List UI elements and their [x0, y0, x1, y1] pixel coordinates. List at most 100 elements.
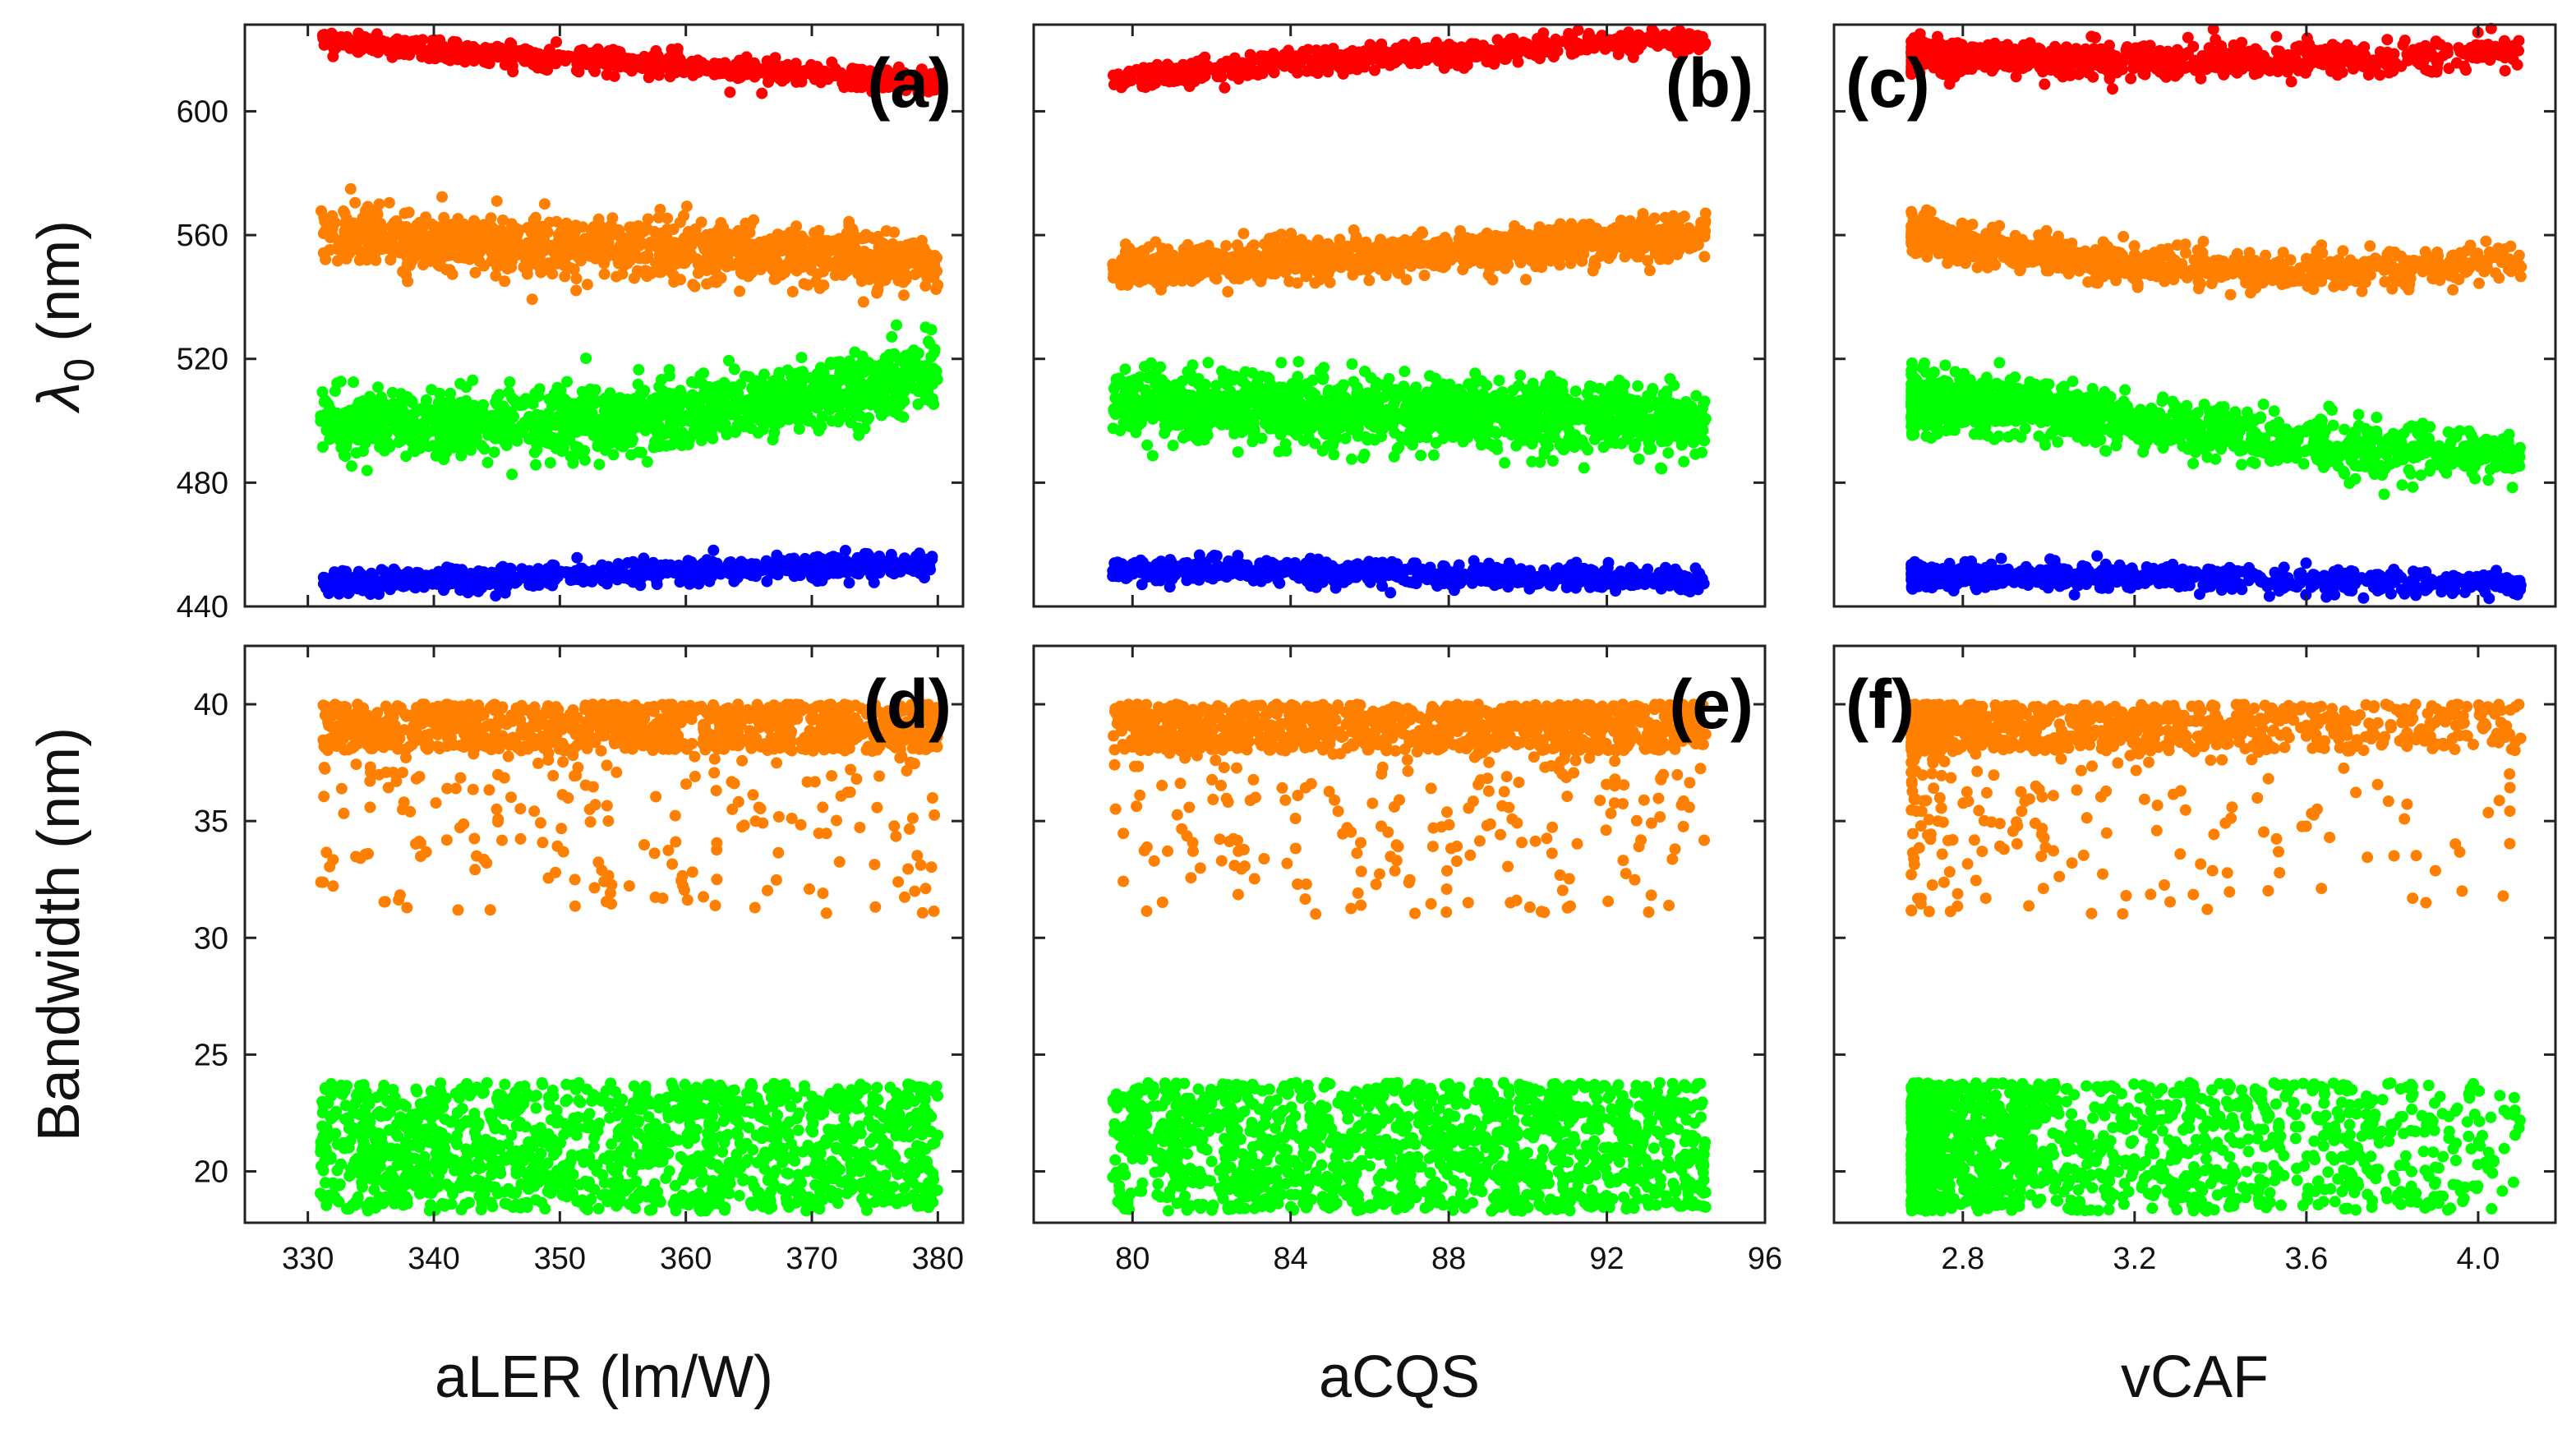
data-point	[550, 57, 562, 69]
data-point	[804, 261, 817, 274]
data-point	[482, 456, 494, 468]
data-point	[372, 381, 384, 394]
data-point	[397, 580, 409, 592]
data-point	[581, 279, 593, 291]
data-point	[1628, 39, 1639, 52]
data-point	[320, 38, 333, 50]
data-point	[738, 250, 750, 262]
data-point	[476, 239, 488, 251]
data-point	[593, 459, 606, 471]
data-point	[368, 572, 380, 584]
data-point	[839, 545, 851, 556]
data-point	[402, 275, 414, 288]
data-point	[675, 413, 687, 425]
data-point	[633, 446, 645, 459]
data-point	[1376, 57, 1389, 69]
data-point	[396, 397, 408, 409]
data-point	[868, 576, 880, 588]
data-point	[567, 426, 579, 439]
data-point	[527, 432, 539, 445]
data-point	[452, 425, 464, 436]
data-point	[504, 376, 516, 388]
data-point	[1461, 59, 1473, 71]
data-point	[709, 388, 721, 400]
data-point	[366, 230, 378, 242]
data-point	[1438, 41, 1450, 53]
data-point	[488, 446, 500, 459]
data-point	[849, 242, 861, 255]
data-point	[700, 60, 712, 72]
data-point	[435, 400, 448, 413]
data-point	[707, 544, 720, 556]
data-point	[575, 403, 588, 416]
data-point	[773, 366, 786, 379]
data-point	[571, 551, 583, 564]
data-point	[541, 409, 553, 421]
data-point	[651, 579, 663, 591]
data-point	[530, 459, 541, 471]
data-point	[465, 248, 477, 260]
data-point	[606, 212, 619, 224]
data-point	[1520, 274, 1532, 286]
data-point	[695, 404, 707, 417]
data-point	[728, 425, 740, 437]
data-point	[765, 61, 777, 73]
data-point	[502, 426, 514, 438]
data-point	[887, 237, 899, 250]
data-point	[1254, 65, 1266, 76]
data-point	[739, 402, 751, 414]
data-point	[1499, 53, 1511, 65]
data-point	[873, 241, 885, 253]
data-point	[1447, 56, 1459, 68]
data-point	[678, 210, 689, 222]
data-point	[410, 37, 422, 49]
data-point	[653, 69, 666, 81]
data-point	[581, 565, 593, 578]
data-point	[539, 570, 551, 583]
data-point	[724, 86, 736, 99]
data-point	[529, 256, 541, 268]
data-point	[919, 279, 932, 292]
data-point	[555, 385, 567, 397]
data-point	[631, 421, 643, 433]
data-point	[866, 362, 878, 375]
data-point	[335, 441, 348, 454]
data-point	[634, 57, 647, 69]
data-point	[1219, 81, 1231, 94]
data-point	[468, 224, 480, 236]
data-point	[316, 441, 329, 453]
data-point	[361, 464, 373, 477]
data-point	[584, 47, 596, 59]
data-point	[1671, 248, 1684, 260]
data-point	[489, 432, 501, 445]
data-point	[780, 243, 792, 256]
data-point	[836, 265, 849, 277]
data-point	[779, 266, 791, 279]
data-point	[521, 268, 533, 280]
data-point	[720, 229, 732, 242]
data-point	[701, 228, 713, 241]
data-point	[1316, 55, 1329, 67]
data-point	[501, 249, 514, 261]
data-point	[832, 562, 844, 574]
data-point	[446, 268, 459, 280]
data-point	[1648, 212, 1661, 224]
data-point	[809, 73, 821, 85]
scatter-a	[315, 27, 944, 602]
data-point	[701, 278, 713, 290]
data-point	[752, 252, 764, 264]
data-point	[377, 420, 389, 431]
data-point	[653, 440, 666, 453]
data-point	[696, 378, 708, 390]
data-point	[765, 565, 777, 578]
data-point	[1221, 55, 1233, 67]
data-point	[493, 233, 505, 245]
data-point	[597, 53, 610, 66]
data-point	[1420, 52, 1431, 64]
data-point	[655, 266, 667, 278]
data-point	[793, 71, 805, 84]
data-point	[753, 67, 766, 79]
data-point	[367, 217, 380, 229]
data-point	[1485, 56, 1497, 68]
data-point	[706, 561, 718, 574]
